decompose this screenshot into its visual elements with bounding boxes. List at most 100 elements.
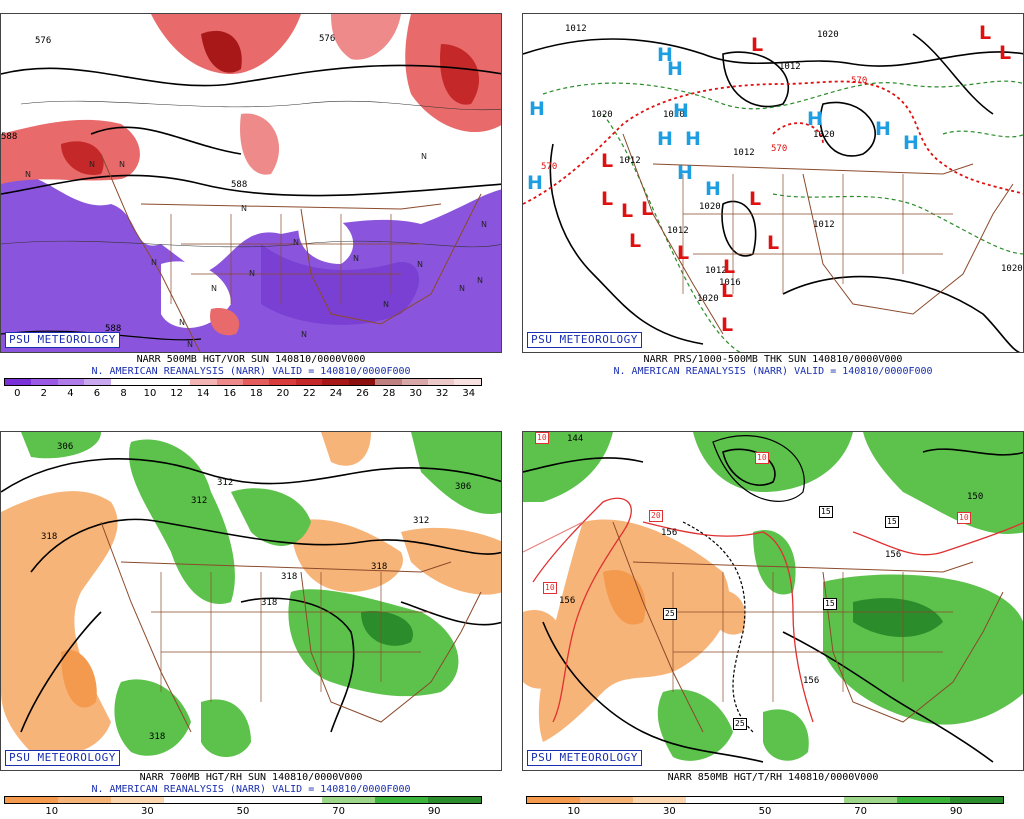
colorbar-segment <box>844 797 898 803</box>
colorbar-segment <box>897 797 951 803</box>
panel-title-line1: NARR PRS/1000-500MB THK SUN 140810/0000V… <box>643 354 903 365</box>
n-marker: N <box>25 170 31 179</box>
colorbar-segment <box>163 379 191 385</box>
contour-label: 318 <box>281 572 298 582</box>
psu-meteorology-logo: PSU METEOROLOGY <box>527 332 642 348</box>
colorbar-segment <box>269 379 296 385</box>
isobar-label: 1020 <box>817 30 839 40</box>
n-marker: N <box>301 330 307 339</box>
low-pressure-marker: L <box>721 314 734 336</box>
contour-label: 306 <box>455 482 472 492</box>
colorbar-segment <box>57 379 85 385</box>
high-pressure-marker: H <box>657 128 673 150</box>
colorbar-tick-labels: 0 2 4 6 8 10 12 14 16 18 20 22 24 26 28 30 32 34 <box>4 388 482 400</box>
colorbar-segment <box>428 379 455 385</box>
colorbar-segment <box>685 797 739 803</box>
isobar-label: 1012 <box>565 24 587 34</box>
colorbar-segment <box>428 797 482 803</box>
low-pressure-marker: L <box>601 188 614 210</box>
panel-title-line2: N. AMERICAN REANALYSIS (NARR) VALID = 14… <box>91 784 411 795</box>
rh850-map-graphic <box>523 432 1023 763</box>
n-marker: N <box>481 220 487 229</box>
colorbar-tick-label: 6 <box>93 388 101 399</box>
n-marker: N <box>417 260 423 269</box>
colorbar-tick-label: 30 <box>141 806 154 817</box>
isobar-label: 1020 <box>813 130 835 140</box>
n-marker: N <box>353 254 359 263</box>
map-pressure-thickness: 1012 1020 1012 1020 1020 1020 1012 1012 … <box>522 13 1024 353</box>
n-marker: N <box>293 238 299 247</box>
colorbar-tick-label: 2 <box>40 388 48 399</box>
n-marker: N <box>241 204 247 213</box>
colorbar-segment <box>579 797 633 803</box>
isobar-label: 1020 <box>699 202 721 212</box>
panel-title-line1: NARR 500MB HGT/VOR SUN 140810/0000V000 <box>136 354 366 365</box>
low-pressure-marker: L <box>999 42 1012 64</box>
low-pressure-marker: L <box>621 200 634 222</box>
isobar-label: 1012 <box>705 266 727 276</box>
height-label: 15 <box>819 506 833 518</box>
panel-title-line2: N. AMERICAN REANALYSIS (NARR) VALID = 14… <box>613 366 933 377</box>
psu-meteorology-logo: PSU METEOROLOGY <box>5 332 120 348</box>
contour-label: 312 <box>191 496 208 506</box>
colorbar-tick-label: 18 <box>249 388 263 399</box>
n-marker: N <box>249 269 255 278</box>
panel-title-line2: N. AMERICAN REANALYSIS (NARR) VALID = 14… <box>91 366 411 377</box>
map-700mb-rh: 306 312 312 306 318 318 318 318 312 318 … <box>0 431 502 771</box>
height-label: 15 <box>823 598 837 610</box>
height-label: 25 <box>663 608 677 620</box>
temperature-label: 20 <box>649 510 663 522</box>
contour-label: 156 <box>559 596 576 606</box>
colorbar-tick-labels: 10 30 50 70 90 <box>4 806 482 818</box>
contour-label: 588 <box>231 180 248 190</box>
rh-colorbar <box>526 796 1004 804</box>
n-marker: N <box>179 318 185 327</box>
contour-label: 318 <box>371 562 388 572</box>
colorbar-segment <box>84 379 111 385</box>
map-500mb-vorticity: 576 576 588 588 588 N N N N N N N N N N … <box>0 13 502 353</box>
high-pressure-marker: H <box>903 132 919 154</box>
colorbar-segment <box>110 797 164 803</box>
isobar-label: 1016 <box>719 278 741 288</box>
high-pressure-marker: H <box>673 100 689 122</box>
colorbar-segment <box>401 379 428 385</box>
thickness-label: 570 <box>771 144 788 154</box>
colorbar-tick-label: 0 <box>14 388 21 399</box>
rh-colorbar <box>4 796 482 804</box>
isobar-label: 1020 <box>1001 264 1023 274</box>
contour-label: 156 <box>803 676 820 686</box>
isobar-label: 1012 <box>667 226 689 236</box>
colorbar-tick-label: 32 <box>435 388 449 399</box>
high-pressure-marker: H <box>685 128 701 150</box>
temperature-label: 10 <box>755 452 769 464</box>
isobar-label: 1012 <box>813 220 835 230</box>
isobar-label: 1012 <box>779 62 801 72</box>
panel-title-line1: NARR 850MB HGT/T/RH 140810/0000V000 <box>667 772 879 783</box>
contour-label: 588 <box>1 132 18 142</box>
contour-label: 144 <box>567 434 584 444</box>
colorbar-tick-label: 50 <box>236 806 250 817</box>
contour-label: 312 <box>413 516 430 526</box>
colorbar-tick-label: 20 <box>276 388 290 399</box>
low-pressure-marker: L <box>629 230 642 252</box>
colorbar-tick-label: 50 <box>758 806 772 817</box>
map-850mb-t-rh: 144 150 156 156 156 156 10 10 20 15 15 1… <box>522 431 1024 771</box>
low-pressure-marker: L <box>751 34 764 56</box>
colorbar-segment <box>950 797 1004 803</box>
high-pressure-marker: H <box>705 178 721 200</box>
colorbar-tick-label: 30 <box>663 806 676 817</box>
contour-label: 318 <box>41 532 58 542</box>
psu-meteorology-logo: PSU METEOROLOGY <box>527 750 642 766</box>
colorbar-segment <box>269 797 323 803</box>
high-pressure-marker: H <box>657 44 673 66</box>
colorbar-tick-label: 22 <box>303 388 316 399</box>
colorbar-tick-label: 8 <box>120 388 127 399</box>
low-pressure-marker: L <box>767 232 780 254</box>
colorbar-segment <box>632 797 686 803</box>
height-label: 15 <box>885 516 899 528</box>
panel-pressure-thickness: 1012 1020 1012 1020 1020 1020 1012 1012 … <box>522 0 1024 400</box>
colorbar-segment <box>216 379 243 385</box>
high-pressure-marker: H <box>527 172 543 194</box>
colorbar-segment <box>375 797 429 803</box>
colorbar-segment <box>190 379 217 385</box>
